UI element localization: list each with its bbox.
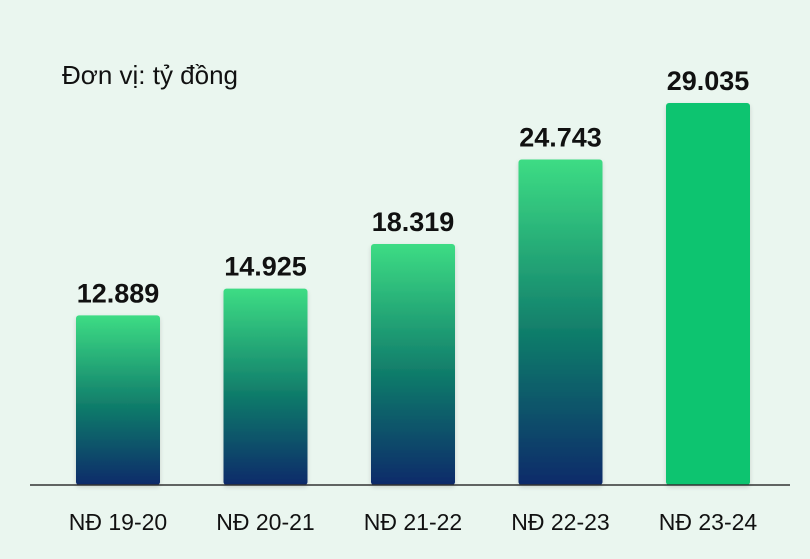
- bar-1: [76, 315, 160, 485]
- bar-2: [223, 288, 308, 485]
- value-label-1: 12.889: [77, 278, 160, 308]
- value-label-3: 18.319: [372, 207, 455, 237]
- value-label-5: 29.035: [667, 66, 750, 96]
- value-label-2: 14.925: [224, 252, 307, 282]
- value-label-4: 24.743: [519, 122, 602, 152]
- x-tick-label-3: NĐ 21-22: [364, 509, 462, 535]
- bars-layer: [76, 103, 750, 486]
- labels-layer: 12.889 NĐ 19-20 14.925 NĐ 20-21 18.319 NĐ 21-…: [69, 66, 758, 535]
- bar-4: [518, 159, 603, 486]
- x-tick-label-5: NĐ 23-24: [659, 509, 758, 535]
- x-tick-label-4: NĐ 22-23: [511, 509, 609, 535]
- bar-3: [371, 243, 455, 485]
- x-tick-label-1: NĐ 19-20: [69, 509, 167, 535]
- unit-label: Đơn vị: tỷ đồng: [62, 60, 238, 90]
- x-tick-label-2: NĐ 20-21: [216, 509, 314, 535]
- bar-5: [666, 103, 750, 485]
